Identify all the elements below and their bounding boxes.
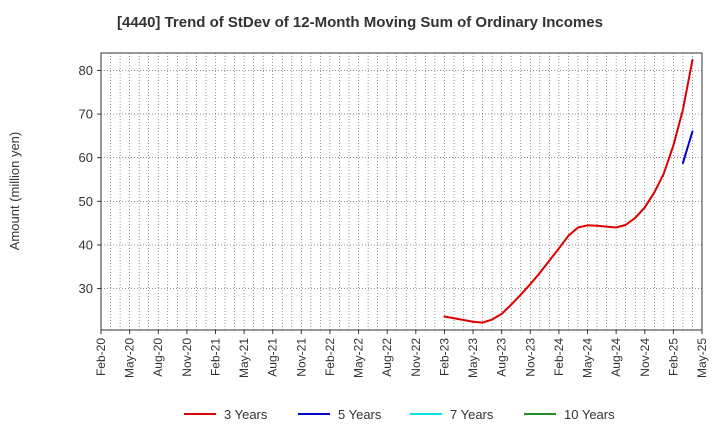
plot-frame [100, 52, 703, 331]
series-layer [443, 58, 694, 324]
y-axis-label: Amount (million yen) [7, 132, 22, 251]
x-tick-label: Nov-22 [409, 338, 423, 377]
x-tick-label: Aug-20 [151, 338, 165, 377]
y-tick-label: 80 [79, 63, 93, 78]
x-tick-label: May-23 [466, 338, 480, 378]
legend-label: 3 Years [224, 407, 268, 422]
x-tick-label: Feb-24 [552, 338, 566, 376]
series-line-5-years [681, 130, 694, 164]
y-tick-label: 30 [79, 281, 93, 296]
legend-label: 7 Years [450, 407, 494, 422]
x-tick-label: Feb-21 [208, 338, 222, 376]
y-tick-label: 70 [79, 107, 93, 122]
x-tick-label: May-21 [237, 338, 251, 378]
x-tick-label: Feb-25 [666, 338, 680, 376]
axis-layer: 30 40 50 60 70 80 Feb-20 May-20 Aug-20 Nov-20 Feb-… [79, 52, 709, 378]
grid-layer [100, 53, 703, 330]
x-tick-label: May-25 [695, 338, 709, 378]
series-line-3-years [443, 58, 694, 324]
x-tick-label: May-22 [352, 338, 366, 378]
y-tick-label: 60 [79, 150, 93, 165]
x-tick-label: Nov-21 [294, 338, 308, 377]
x-tick-label: May-24 [581, 338, 595, 378]
x-tick-label: Aug-22 [380, 338, 394, 377]
x-tick-label: Aug-21 [266, 338, 280, 377]
y-tick-label: 40 [79, 237, 93, 252]
x-tick-label: Feb-23 [437, 338, 451, 376]
x-tick-label: Aug-24 [609, 338, 623, 377]
x-tick-label: Nov-24 [638, 338, 652, 377]
x-tick-label: May-20 [123, 338, 137, 378]
x-tick-label: Nov-20 [180, 338, 194, 377]
y-tick-label: 50 [79, 194, 93, 209]
legend-layer: 3 Years 5 Years 7 Years 10 Years [184, 407, 615, 422]
x-tick-label: Nov-23 [523, 338, 537, 377]
chart-title: [4440] Trend of StDev of 12-Month Moving… [117, 14, 603, 31]
legend-label: 5 Years [338, 407, 382, 422]
x-tick-label: Feb-22 [323, 338, 337, 376]
legend-label: 10 Years [564, 407, 615, 422]
x-tick-label: Feb-20 [94, 338, 108, 376]
x-tick-label: Aug-23 [495, 338, 509, 377]
